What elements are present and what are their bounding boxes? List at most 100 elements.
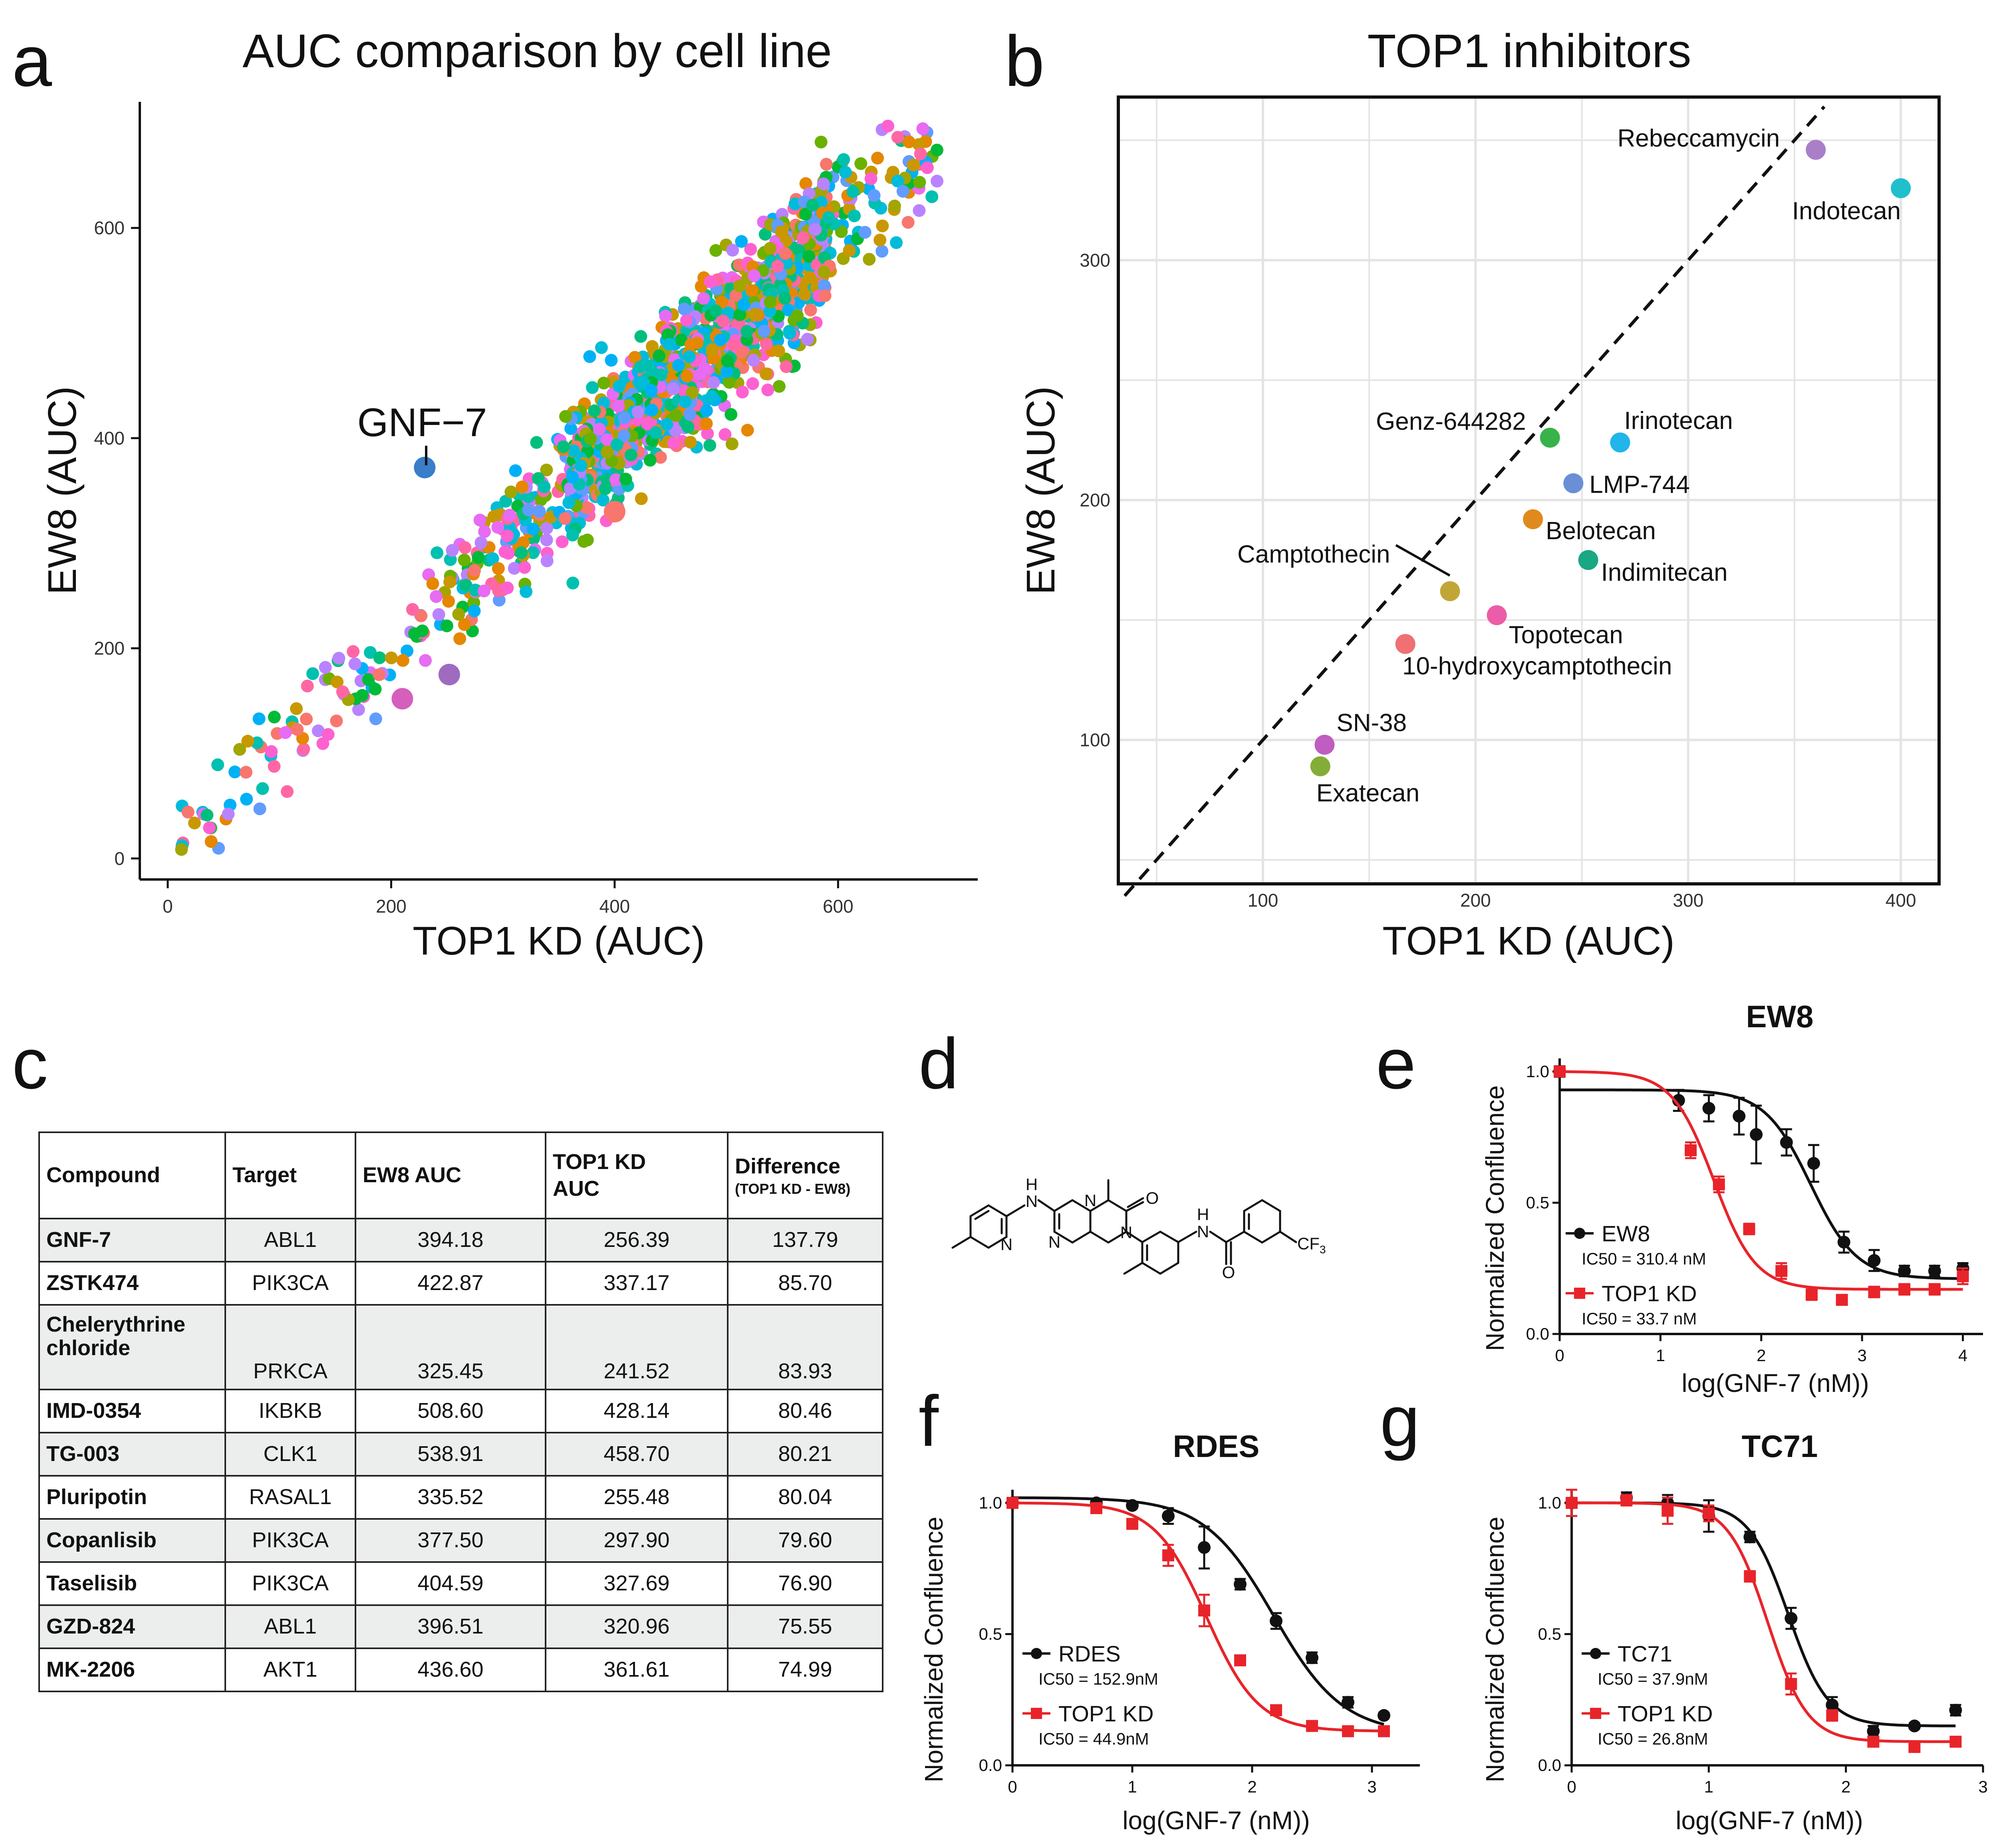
scatter-point <box>474 536 488 549</box>
scatter-point <box>701 427 714 440</box>
data-point <box>1807 1157 1820 1170</box>
scatter-point <box>723 376 736 389</box>
aryl-bond <box>1125 1231 1143 1243</box>
inhibitor-label: 10-hydroxycamptothecin <box>1402 652 1672 680</box>
cell-compound-line2: chloride <box>46 1336 131 1360</box>
cell-diff: 79.60 <box>727 1518 883 1563</box>
scatter-point <box>864 172 877 185</box>
scatter-point <box>501 529 514 542</box>
scatter-point <box>931 175 944 188</box>
scatter-point <box>240 793 253 806</box>
scatter-point <box>760 367 772 380</box>
x-tick-label: 2 <box>1757 1346 1766 1365</box>
data-point <box>1378 1725 1390 1737</box>
scatter-point <box>312 724 325 737</box>
scatter-point <box>802 250 816 263</box>
scatter-point <box>736 385 749 399</box>
inhibitor-label: SN-38 <box>1336 709 1407 737</box>
data-point <box>1908 1741 1921 1753</box>
scatter-point <box>914 147 927 161</box>
nh-bond-2 <box>1037 1199 1056 1212</box>
scatter-point <box>516 480 529 494</box>
cell-target: PIK3CA <box>224 1561 356 1606</box>
scatter-point <box>336 685 349 699</box>
scatter-point <box>203 821 216 834</box>
atom-n1: N <box>1000 1235 1012 1254</box>
scatter-point <box>822 211 835 224</box>
panel-b-title: TOP1 inhibitors <box>1367 25 1691 77</box>
data-point <box>1785 1612 1798 1625</box>
scatter-point <box>896 185 909 198</box>
scatter-point <box>799 177 812 190</box>
col-header-difference-sub: (TOP1 KD - EW8) <box>735 1181 851 1197</box>
scatter-point <box>806 199 819 212</box>
highlighted-point <box>391 688 413 710</box>
fit-curve <box>1012 1501 1384 1733</box>
scatter-point <box>577 535 590 548</box>
scatter-point <box>453 632 466 645</box>
scatter-point <box>848 209 861 222</box>
scatter-point <box>705 390 719 403</box>
scatter-point <box>256 782 269 795</box>
scatter-point <box>778 292 792 305</box>
scatter-point <box>843 244 856 257</box>
panel-label-g: g <box>1380 1381 1420 1461</box>
data-point <box>1566 1497 1578 1509</box>
table-row: ZSTK474 PIK3CA 422.87 337.17 85.70 <box>38 1261 883 1306</box>
scatter-point <box>631 405 645 419</box>
cell-target: PIK3CA <box>224 1261 356 1306</box>
scatter-point <box>468 604 481 617</box>
panel-b: b TOP1 inhibitors Rebeccamycin Indotecan G… <box>1004 21 1941 963</box>
y-tick-label: 0.0 <box>1538 1756 1561 1775</box>
cell-compound: Copanlisib <box>38 1518 226 1563</box>
x-tick-label: 0 <box>1567 1777 1576 1796</box>
panel-e-plot: 0 1 2 3 4 0.0 0.5 1.0 EW8 IC50 = 310.4 nM TOP1 KD I… <box>1526 1058 1983 1365</box>
legend-marker <box>1574 1228 1585 1239</box>
scatter-point <box>748 269 761 282</box>
panel-g-x-label: log(GNF-7 (nM)) <box>1675 1806 1863 1835</box>
scatter-point <box>522 490 535 503</box>
legend-marker <box>1031 1648 1042 1659</box>
data-point <box>1949 1704 1962 1717</box>
col-header-top1-line1: TOP1 KD <box>553 1149 646 1174</box>
x-tick-label: 200 <box>376 896 407 917</box>
panel-f-title: RDES <box>1173 1429 1260 1464</box>
scatter-point <box>362 673 375 686</box>
panel-f: f RDES 0 1 2 3 0.0 0.5 1.0 RDES IC50 = 152.9nM TO… <box>919 1381 1420 1835</box>
data-point <box>1836 1294 1848 1306</box>
scatter-point <box>583 350 596 363</box>
cell-ew8: 436.60 <box>355 1648 546 1692</box>
data-point <box>1126 1518 1138 1530</box>
atom-n5: N <box>1120 1223 1132 1242</box>
scatter-point <box>617 411 631 425</box>
carbonyl-bond-2 <box>1127 1197 1144 1208</box>
scatter-point <box>721 354 734 367</box>
pyrimidinone-ring <box>1089 1199 1128 1244</box>
data-point <box>1234 1654 1246 1667</box>
scatter-point <box>913 176 926 189</box>
panel-a-ticks: 0 200 400 600 0 200 400 600 <box>94 218 853 917</box>
scatter-point <box>566 470 579 484</box>
panel-a-point-cloud <box>175 119 944 856</box>
scatter-point <box>746 377 759 390</box>
atom-h1: H <box>1026 1175 1038 1194</box>
scatter-point <box>401 644 414 657</box>
scatter-point <box>748 308 762 321</box>
col-header-top1-line2: AUC <box>553 1177 599 1201</box>
fit-curve <box>1560 1070 1963 1291</box>
scatter-point <box>902 135 915 149</box>
data-point <box>1198 1541 1211 1554</box>
gnf7-structure-atoms: N H N N N N O N H O CF3 <box>1000 1175 1326 1282</box>
panel-label-e: e <box>1376 1024 1416 1104</box>
scatter-point <box>921 161 934 174</box>
cell-compound: Chelerythrine chloride <box>38 1304 226 1390</box>
cell-compound: Taselisib <box>38 1561 226 1606</box>
panel-e-y-label: Normalized Confluence <box>1481 1085 1509 1351</box>
scatter-point <box>540 554 554 568</box>
scatter-point <box>681 369 693 383</box>
legend-label: TOP1 KD <box>1618 1701 1713 1726</box>
atom-n6: N <box>1197 1222 1209 1241</box>
benzoyl-bond <box>1225 1231 1245 1243</box>
panel-e-title: EW8 <box>1746 999 1813 1034</box>
legend-ic50: IC50 = 310.4 nM <box>1582 1249 1706 1268</box>
